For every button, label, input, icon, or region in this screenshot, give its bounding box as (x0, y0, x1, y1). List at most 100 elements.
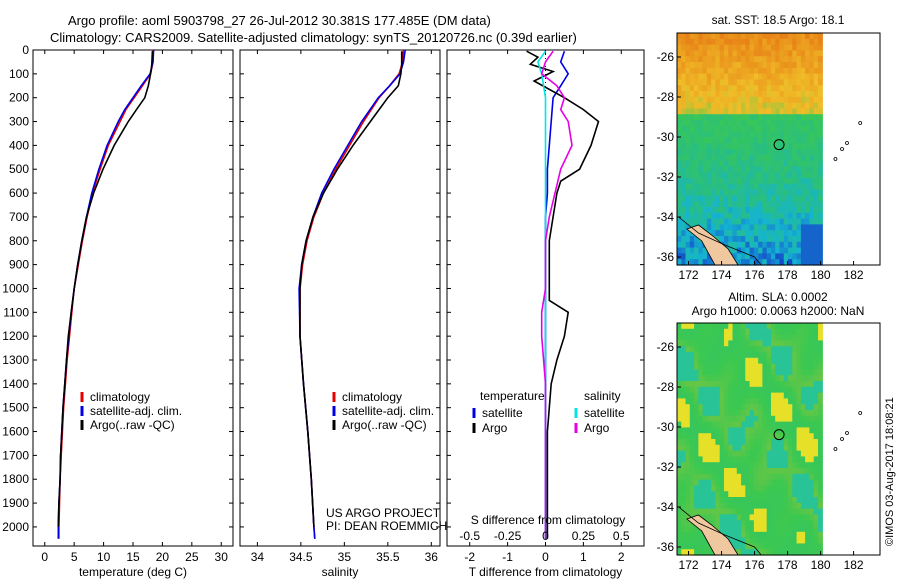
map-cell (753, 334, 759, 341)
map-cell (715, 398, 721, 405)
map-cell (689, 253, 695, 260)
map-cell (805, 363, 810, 370)
map-cell (762, 212, 768, 220)
map-cell (689, 259, 695, 266)
map-cell (800, 241, 806, 249)
map-cell (771, 160, 776, 167)
map-cell (698, 497, 704, 504)
map-cell (719, 502, 725, 510)
map-cell (677, 56, 682, 63)
map-cell (728, 427, 734, 434)
map-cell (792, 172, 798, 179)
map-cell (762, 195, 768, 202)
map-cell (702, 375, 708, 382)
map-cell (685, 537, 691, 544)
map-cell (685, 44, 691, 51)
map-cell (689, 56, 695, 63)
map-cell (689, 62, 695, 69)
map-cell (719, 514, 725, 521)
map-cell (677, 398, 682, 405)
map-cell (749, 201, 755, 208)
map-cell (788, 369, 793, 376)
map-cell (758, 526, 764, 533)
map-cell (766, 514, 772, 521)
map-cell (741, 415, 746, 423)
map-cell (689, 120, 695, 127)
map-cell (813, 543, 819, 550)
map-cell (698, 241, 704, 249)
map-cell (728, 421, 734, 428)
map-cell (698, 473, 704, 481)
map-cell (818, 62, 823, 69)
map-cell (783, 439, 789, 446)
map-cell (736, 421, 742, 428)
map-cell (698, 415, 704, 423)
map-cell (758, 178, 764, 185)
map-cell (749, 253, 755, 260)
map-cell (719, 462, 725, 469)
map-cell (762, 114, 768, 121)
x-tick-label: 174 (712, 558, 732, 572)
map-cell (694, 404, 699, 411)
map-cell (698, 323, 704, 330)
map-cell (728, 433, 734, 440)
map-cell (715, 462, 721, 469)
map-cell (711, 96, 717, 104)
map-cell (771, 427, 776, 434)
map-cell (715, 91, 721, 98)
map-cell (753, 102, 759, 109)
map-cell (758, 531, 764, 539)
map-cell (715, 62, 721, 69)
map-cell (728, 195, 734, 202)
map-cell (694, 485, 699, 492)
map-cell (805, 462, 810, 469)
map-cell (766, 154, 772, 162)
map-cell (685, 160, 691, 167)
map-cell (702, 154, 708, 162)
map-cell (788, 230, 793, 237)
map-cell (702, 85, 708, 92)
map-cell (813, 241, 819, 249)
map-cell (741, 497, 746, 504)
map-cell (792, 120, 798, 127)
map-cell (715, 125, 721, 133)
map-cell (745, 120, 751, 127)
map-cell (681, 125, 687, 133)
map-cell (715, 218, 721, 225)
map-cell (711, 38, 717, 46)
map-cell (728, 79, 734, 86)
s-tick-label: -0.25 (494, 529, 522, 543)
map-cell (745, 421, 751, 428)
map-cell (792, 137, 798, 144)
map-cell (685, 183, 691, 191)
map-cell (677, 166, 682, 173)
map-cell (796, 462, 802, 469)
map-cell (719, 79, 725, 86)
map-cell (736, 154, 742, 162)
map-cell (741, 247, 746, 254)
map-cell (796, 456, 802, 463)
map-cell (732, 526, 738, 533)
map-cell (753, 259, 759, 266)
map-cell (775, 149, 781, 156)
map-cell (758, 120, 764, 127)
map-cell (694, 346, 699, 353)
map-cell (818, 404, 823, 411)
map-cell (689, 357, 695, 365)
map-cell (698, 137, 704, 144)
map-cell (813, 102, 819, 109)
map-cell (779, 410, 785, 417)
map-cell (779, 375, 785, 382)
map-cell (702, 50, 708, 57)
map-cell (736, 502, 742, 510)
map-cell (741, 224, 746, 231)
map-cell (813, 404, 819, 411)
map-cell (689, 114, 695, 121)
map-cell (753, 520, 759, 527)
map-cell (758, 410, 764, 417)
map-cell (800, 253, 806, 260)
map-cell (762, 479, 768, 486)
map-cell (745, 386, 751, 394)
map-cell (796, 386, 802, 394)
map-cell (715, 230, 721, 237)
